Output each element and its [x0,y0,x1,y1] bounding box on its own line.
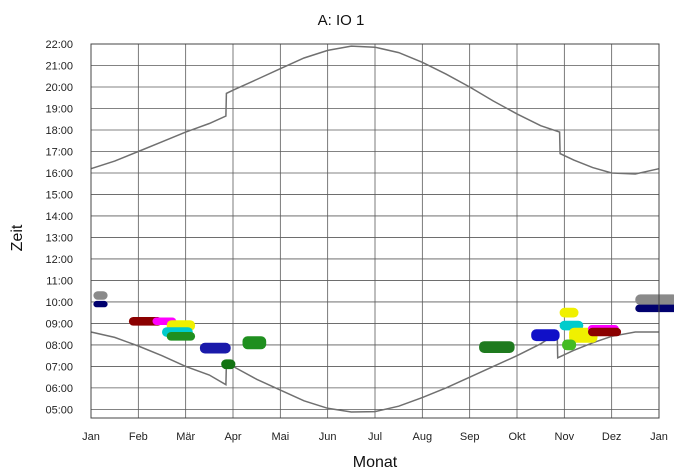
sunset-curve [90,45,660,175]
y-tick-label: 11:00 [46,275,73,287]
x-tick-label: Sep [460,431,480,443]
data-marker [559,307,579,318]
data-marker [199,342,231,354]
data-marker [93,300,108,308]
y-tick-label: 06:00 [45,383,73,395]
sunrise-curve [90,331,659,413]
x-tick-labels: Jan Feb Mär Apr Mai Jun Jul Aug Sep Okt Nov Dez Jan [82,431,668,443]
x-tick-label: Jan [82,431,100,443]
y-tick-label: 15:00 [45,189,73,201]
x-tick-label: Apr [224,431,241,443]
x-tick-label: Mär [176,431,195,443]
x-axis-label: Monat [353,454,398,471]
data-marker [635,304,674,313]
data-marker [242,336,267,350]
y-tick-label: 13:00 [45,232,73,244]
data-marker [588,327,622,337]
markers [93,291,674,370]
y-tick-label: 16:00 [45,168,73,180]
chart-title: A: IO 1 [318,12,365,29]
x-tick-label: Feb [129,431,148,443]
y-tick-label: 22:00 [45,39,73,51]
y-tick-labels: 05:00 06:00 07:00 08:00 09:00 10:00 11:00 12:00… [45,39,73,416]
y-tick-label: 18:00 [45,125,73,137]
data-marker [479,341,515,353]
data-marker [635,294,674,306]
y-axis-label: Zeit [9,224,26,251]
data-marker [166,332,196,341]
x-tick-label: Jan [650,431,668,443]
y-tick-label: 05:00 [45,404,73,416]
y-tick-label: 09:00 [45,318,73,330]
data-marker [531,329,560,342]
plot-frame [90,43,660,419]
y-tick-label: 08:00 [45,340,73,352]
x-tick-label: Jun [319,431,337,443]
x-tick-label: Aug [413,431,433,443]
y-tick-label: 14:00 [45,211,73,223]
data-marker [221,359,236,370]
y-tick-label: 10:00 [45,297,73,309]
y-tick-label: 12:00 [45,254,73,266]
y-tick-label: 19:00 [45,103,73,115]
x-tick-label: Okt [508,431,525,443]
y-tick-label: 17:00 [45,146,73,158]
x-tick-label: Mai [271,431,289,443]
x-tick-label: Dez [602,431,622,443]
data-marker [93,291,108,300]
data-marker [562,339,577,351]
y-tick-label: 21:00 [45,60,73,72]
y-tick-label: 07:00 [45,361,73,373]
y-tick-label: 20:00 [45,82,73,94]
x-tick-label: Nov [555,431,575,443]
sun-curves [90,45,660,413]
x-tick-label: Jul [368,431,382,443]
